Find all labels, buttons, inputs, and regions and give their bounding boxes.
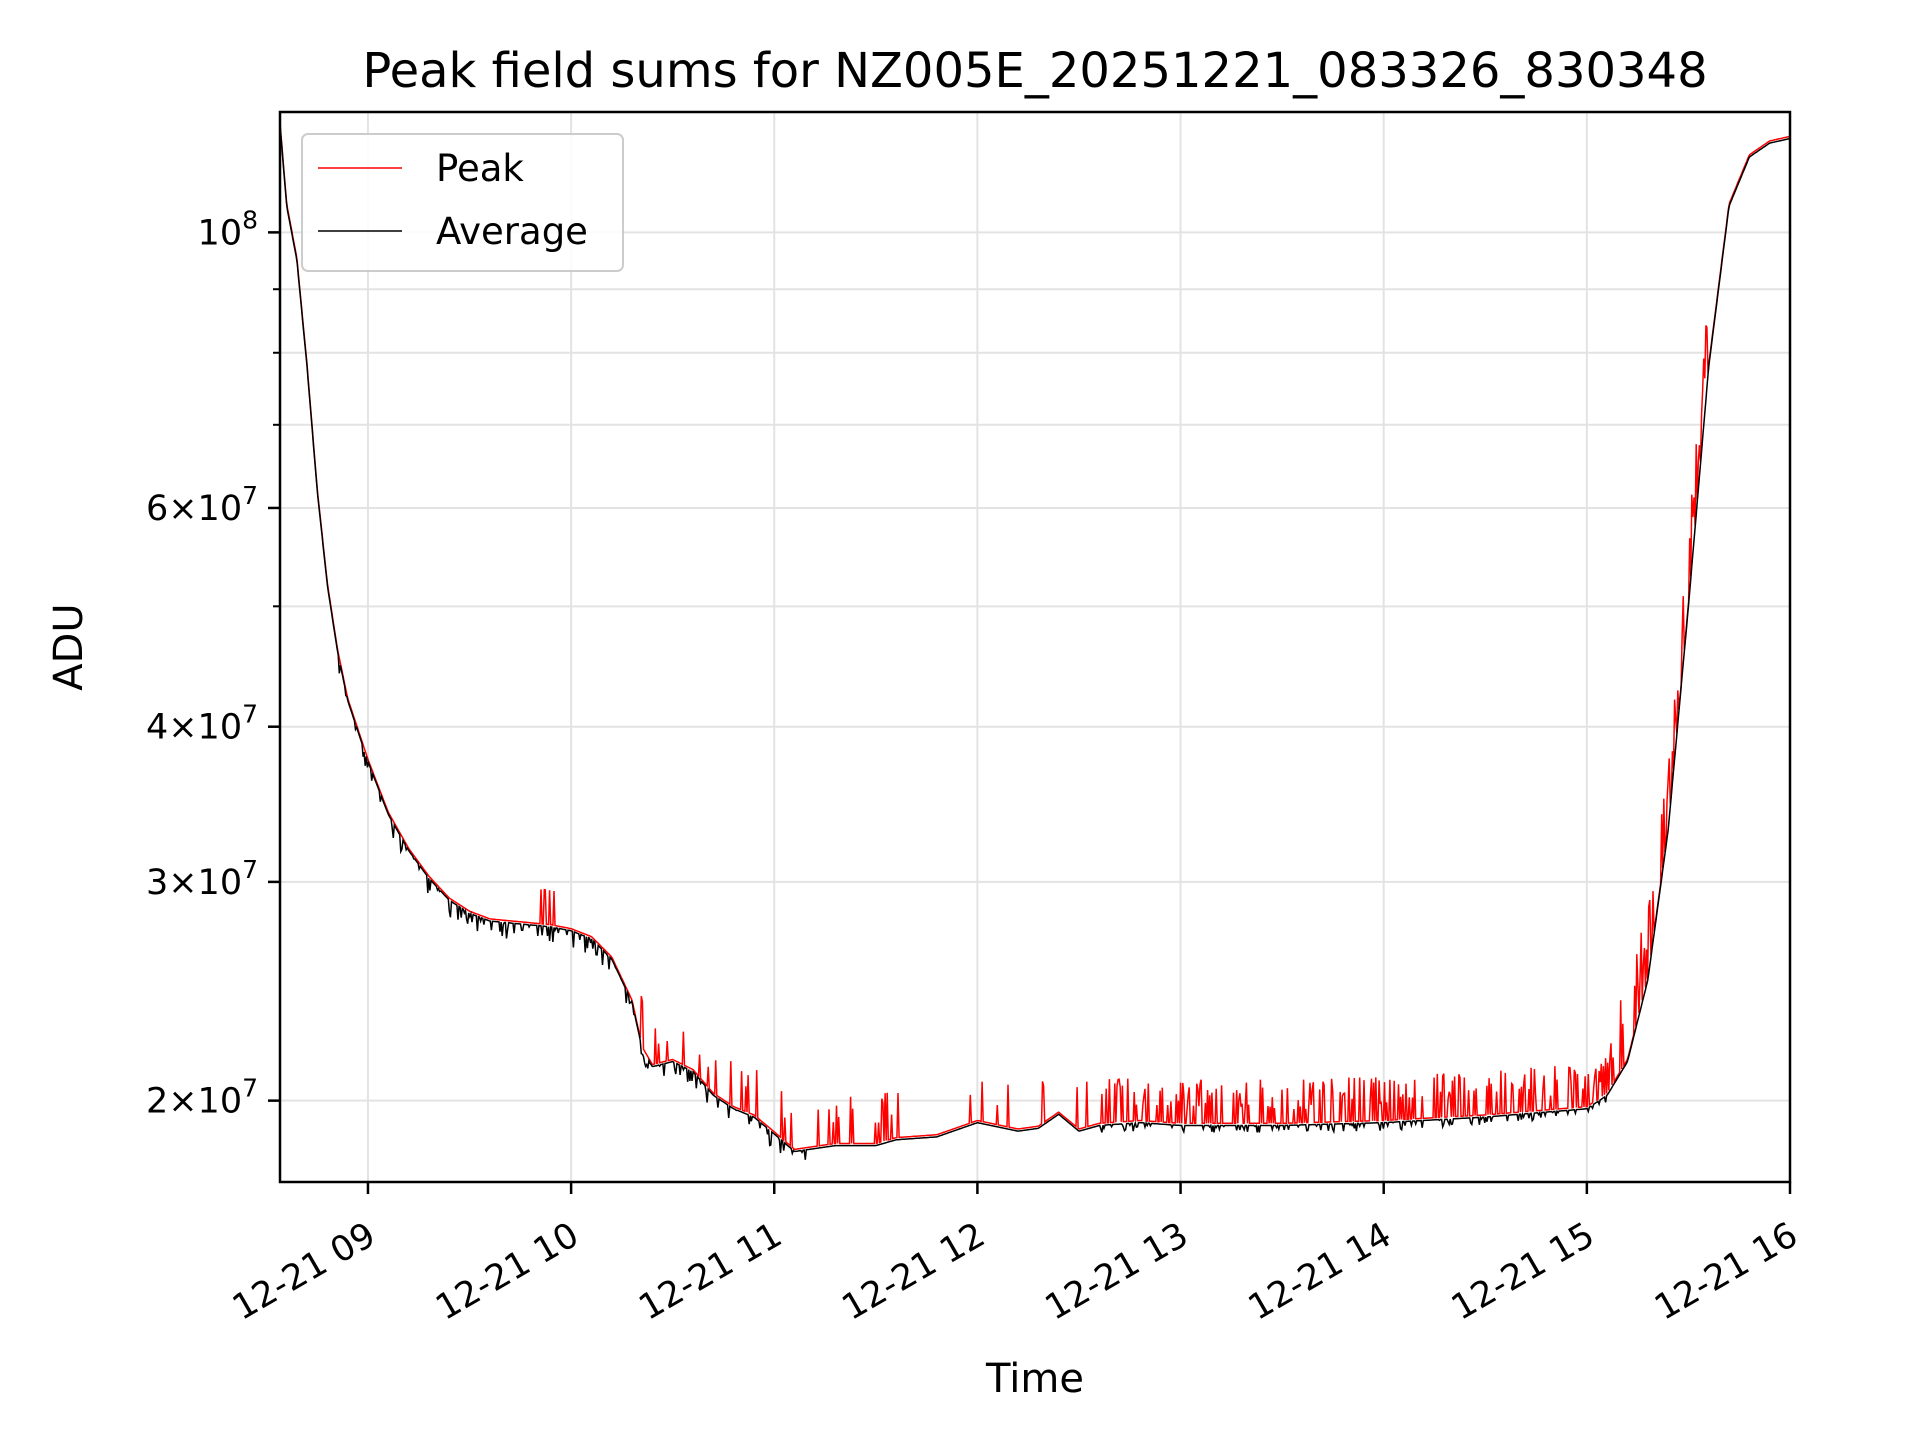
y-axis-label: ADU bbox=[46, 603, 92, 690]
y-tick-label: 6×107 bbox=[146, 481, 258, 529]
x-axis-label: Time bbox=[985, 1356, 1084, 1402]
legend-label-peak: Peak bbox=[436, 147, 524, 190]
y-tick-label: 3×107 bbox=[146, 855, 258, 903]
plot-area bbox=[279, 122, 1791, 1160]
y-tick-label: 4×107 bbox=[146, 700, 258, 748]
y-tick-label: 108 bbox=[198, 205, 258, 253]
chart-title: Peak field sums for NZ005E_20251221_0833… bbox=[362, 43, 1707, 99]
y-axis-ticks: 2×107 3×107 4×107 6×107 108 bbox=[146, 205, 280, 1122]
series-line-peak bbox=[279, 122, 1791, 1151]
legend-label-average: Average bbox=[436, 210, 588, 253]
series-line-average bbox=[279, 125, 1791, 1160]
legend: Peak Average bbox=[301, 133, 624, 272]
y-tick-label: 2×107 bbox=[146, 1074, 258, 1122]
plot-frame bbox=[278, 110, 1792, 1184]
